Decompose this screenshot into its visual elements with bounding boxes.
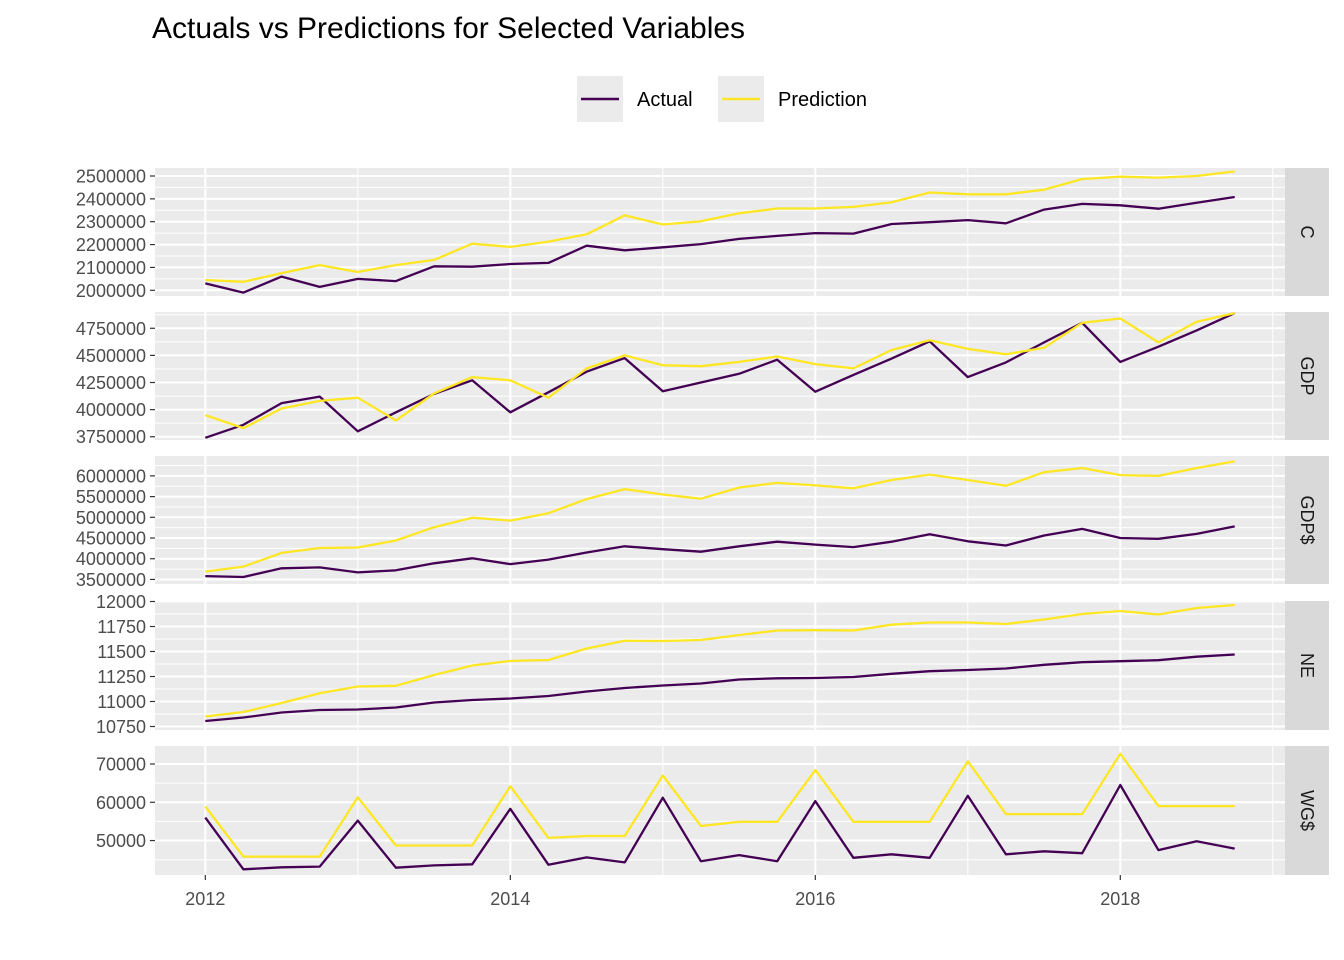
panel-background	[155, 746, 1285, 875]
series-line-prediction	[204, 311, 1235, 430]
facet-strip-label: WG$	[1297, 790, 1317, 831]
series-line-actual	[205, 653, 1235, 723]
y-tick-label: 3750000	[76, 427, 146, 447]
facet-strip-label: NE	[1297, 653, 1317, 678]
facet-strip-label: GDP	[1297, 356, 1317, 395]
y-tick-label: 4000000	[76, 549, 146, 569]
y-tick-label: 4000000	[76, 400, 146, 420]
legend: Actual Prediction	[577, 76, 867, 122]
series-line-prediction	[205, 460, 1235, 573]
x-tick-label: 2018	[1100, 889, 1140, 909]
y-tick-label: 50000	[96, 831, 146, 851]
y-tick-label: 12000	[96, 592, 146, 612]
y-tick-label: 2100000	[76, 258, 146, 278]
facet-panel-c: 2000000 2100000 2200000 2300000 240000025000…	[76, 167, 1329, 301]
series-line-actual	[204, 312, 1236, 439]
y-tick-label: 11000	[97, 692, 146, 712]
y-tick-label: 4750000	[76, 319, 146, 339]
y-tick-label: 6000000	[76, 466, 146, 486]
legend-label-actual: Actual	[637, 89, 693, 111]
y-tick-label: 11750	[97, 617, 146, 637]
facet-panel-ne: 10750 11000 11250 11500 11750 12000 NE	[96, 592, 1329, 737]
facet-strip	[1285, 312, 1329, 440]
y-tick-label: 11250	[97, 667, 146, 687]
panel-background	[155, 312, 1285, 440]
facet-strip	[1285, 601, 1329, 730]
y-tick-label: 2500000	[76, 167, 146, 187]
facet-panel-gdp: 3500000400000045000005000000550000060000…	[76, 456, 1329, 590]
y-tick-label: 2000000	[76, 281, 146, 301]
x-tick-label: 2014	[490, 889, 530, 909]
facet-panels: 2000000 2100000 2200000 2300000 240000025000…	[76, 167, 1329, 875]
y-tick-label: 5500000	[76, 487, 146, 507]
facet-panel-gdp: 3750000 4000000 4250000 4500000 4750000 GDP	[76, 311, 1329, 447]
y-tick-label: 2400000	[76, 189, 146, 209]
facet-strip	[1285, 456, 1329, 584]
y-tick-label: 60000	[96, 793, 146, 813]
y-tick-label: 70000	[96, 754, 146, 774]
y-tick-label: 4500000	[76, 346, 146, 366]
panel-background	[155, 601, 1285, 730]
series-line-prediction	[205, 603, 1235, 718]
y-tick-label: 5000000	[76, 508, 146, 528]
facet-strip	[1285, 746, 1329, 875]
series-line-actual	[205, 525, 1235, 579]
facet-strip	[1285, 168, 1329, 296]
y-tick-label: 2300000	[76, 212, 146, 232]
y-tick-label: 3500000	[76, 570, 146, 590]
chart-title: Actuals vs Predictions for Selected Vari…	[152, 12, 745, 45]
panel-background	[155, 456, 1285, 584]
series-line-actual	[204, 783, 1235, 871]
x-tick-label: 2012	[185, 889, 225, 909]
legend-label-prediction: Prediction	[778, 89, 867, 111]
series-line-prediction	[204, 752, 1235, 858]
facet-panel-wg: 50000 60000 70000 WG$	[96, 746, 1329, 875]
facet-strip-label: C	[1297, 226, 1317, 239]
series-line-actual	[205, 195, 1235, 294]
y-tick-label: 4500000	[76, 529, 146, 549]
x-tick-label: 2016	[795, 889, 835, 909]
series-line-prediction	[205, 170, 1235, 283]
facet-strip-label: GDP$	[1297, 495, 1317, 544]
panel-background	[155, 168, 1285, 296]
y-tick-label: 4250000	[76, 373, 146, 393]
y-tick-label: 11500	[97, 642, 146, 662]
y-tick-label: 10750	[96, 717, 146, 737]
y-tick-label: 2200000	[76, 235, 146, 255]
x-axis: 2012 2014 2016 2018	[185, 875, 1140, 909]
